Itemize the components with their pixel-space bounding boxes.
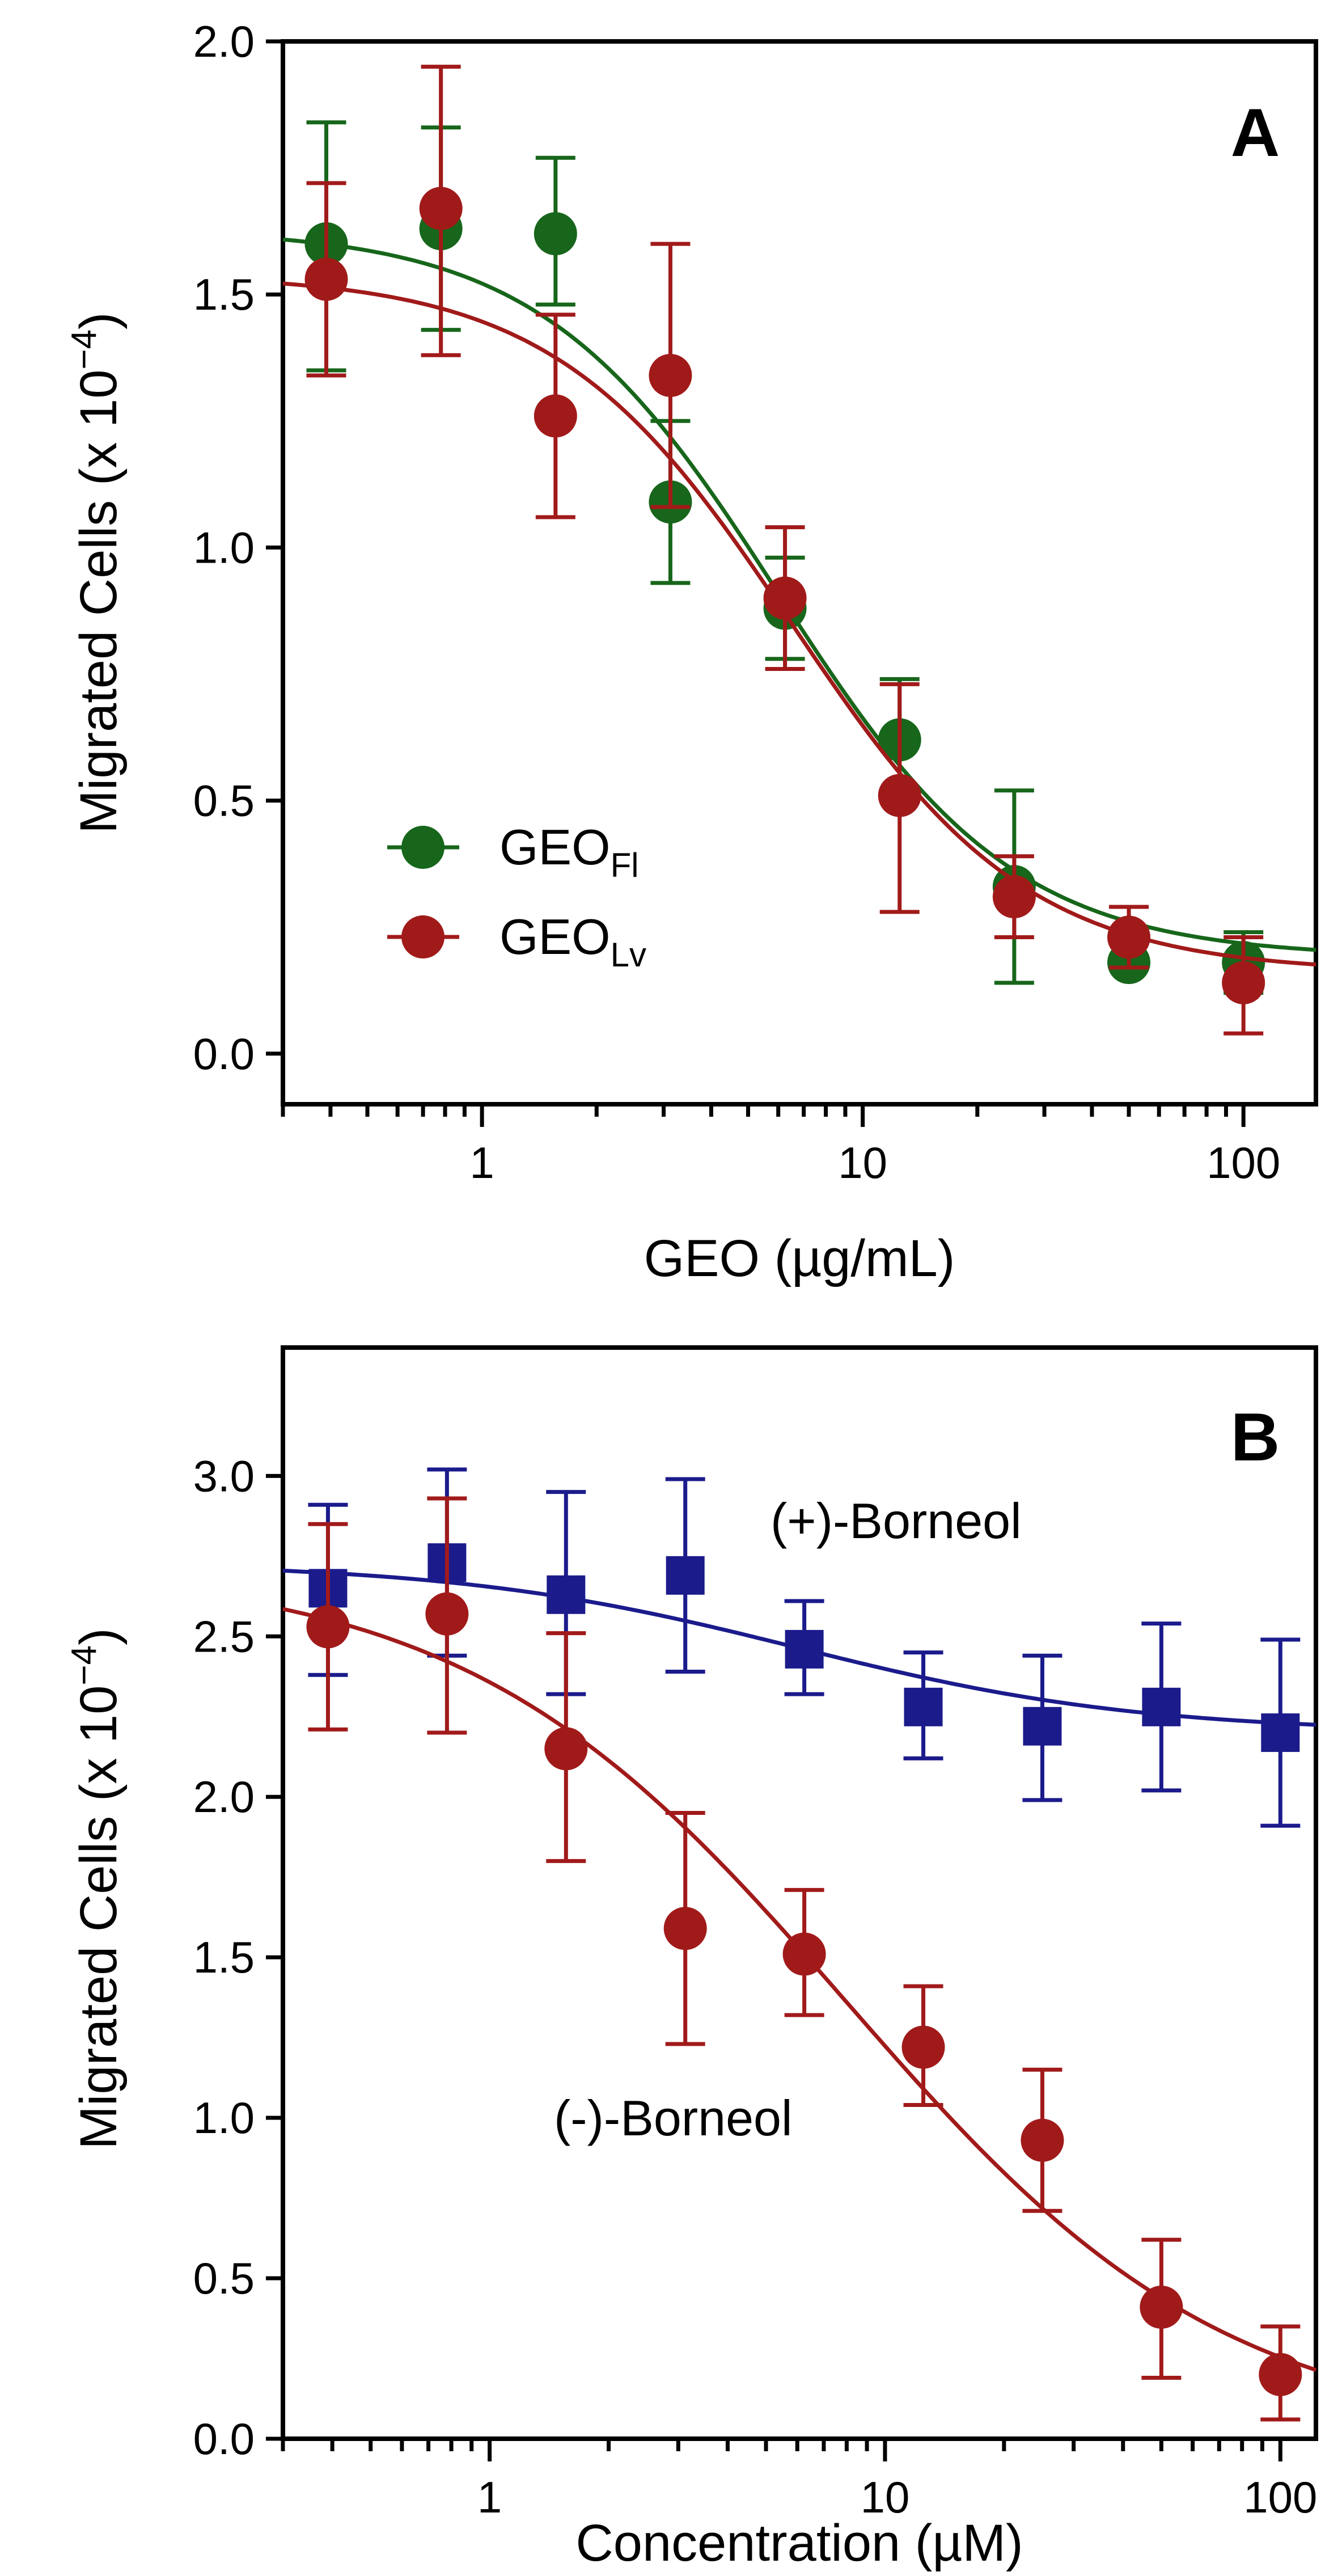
data-point <box>425 1592 469 1636</box>
series-annotation-plus-borneol: (+)-Borneol <box>771 1493 1022 1549</box>
plot-frame <box>281 1345 1318 2441</box>
x-tick-label: 10 <box>861 2472 910 2522</box>
x-tick-label: 1 <box>477 2472 502 2522</box>
data-point <box>419 187 463 230</box>
data-point <box>1140 2285 1183 2329</box>
legend-subscript: Fl <box>611 846 639 884</box>
y-tick-label: 0.0 <box>193 1029 255 1079</box>
y-axis-label-exponent: −4 <box>65 1645 104 1686</box>
x-tick-label: 100 <box>1243 2472 1317 2522</box>
data-point <box>666 1556 705 1595</box>
data-point <box>901 2025 945 2069</box>
legend-marker <box>401 915 444 958</box>
legend-name: GEO <box>499 909 611 965</box>
data-point <box>1259 2353 1302 2396</box>
y-tick-label: 1.5 <box>193 269 255 319</box>
chart-panel-a: 0.0 0.5 1.0 1.5 2.0 1 10 100 GEO (µg/mL) Migrated… <box>65 16 1318 1287</box>
data-point <box>878 774 921 817</box>
data-point <box>992 875 1036 919</box>
data-point <box>304 257 348 301</box>
data-point <box>534 394 577 438</box>
plot-frame <box>281 39 1318 1107</box>
x-tick-label: 10 <box>838 1138 887 1188</box>
data-point <box>904 1687 943 1726</box>
y-tick-label: 1.0 <box>193 2093 255 2143</box>
data-point <box>1222 961 1265 1004</box>
data-point <box>649 353 692 397</box>
legend-item: GEOLv <box>387 909 646 974</box>
legend-label: GEOLv <box>499 909 646 974</box>
data-point <box>1107 915 1151 959</box>
legend-subscript: Lv <box>611 936 646 974</box>
y-tick-label: 2.0 <box>193 16 255 66</box>
legend-marker <box>401 826 444 869</box>
x-axis-label: GEO (µg/mL) <box>644 1230 955 1287</box>
y-tick-label: 0.5 <box>193 776 255 826</box>
y-tick-label: 2.5 <box>193 1611 255 1661</box>
x-axis-label: Concentration (µM) <box>575 2514 1023 2572</box>
x-tick-label: 1 <box>469 1138 494 1188</box>
y-axis-label-end: ) <box>70 1628 128 1645</box>
y-tick-label: 0.5 <box>193 2253 255 2303</box>
panel-label: B <box>1231 1399 1280 1475</box>
data-point <box>306 1605 350 1649</box>
data-point <box>763 576 807 620</box>
y-tick-label: 1.5 <box>193 1932 255 1982</box>
legend-label: GEOFl <box>499 819 639 884</box>
y-tick-label: 0.0 <box>193 2414 255 2464</box>
data-point <box>544 1727 588 1771</box>
y-axis-label: Migrated Cells (x 10−4) <box>65 1628 128 2149</box>
series-1 <box>282 65 1316 1036</box>
series-1 <box>282 1496 1317 2422</box>
data-point <box>663 1907 707 1950</box>
y-tick-label: 3.0 <box>193 1451 255 1501</box>
y-axis-label-end: ) <box>70 312 128 330</box>
data-point <box>534 212 577 256</box>
data-point <box>782 1932 826 1976</box>
y-tick-label: 2.0 <box>193 1772 255 1822</box>
y-axis-label-exponent: −4 <box>65 330 104 370</box>
y-axis-label-main: Migrated Cells (x 10 <box>70 1686 128 2150</box>
y-axis-label-main: Migrated Cells (x 10 <box>70 370 128 834</box>
x-tick-label: 100 <box>1206 1138 1280 1188</box>
y-axis-label: Migrated Cells (x 10−4) <box>65 312 128 833</box>
y-tick-label: 1.0 <box>193 522 255 572</box>
series-annotation-minus-borneol: (-)-Borneol <box>554 2090 793 2146</box>
data-point <box>785 1629 824 1669</box>
data-point <box>1021 2118 1064 2162</box>
data-point <box>547 1575 586 1614</box>
data-point <box>1023 1707 1062 1746</box>
legend-item: GEOFl <box>387 819 639 884</box>
data-point <box>1261 1713 1300 1752</box>
data-point <box>1142 1687 1181 1726</box>
legend-name: GEO <box>499 819 611 875</box>
panel-label: A <box>1231 95 1280 171</box>
chart-panel-b: 0.0 0.5 1.0 1.5 2.0 2.5 3.0 1 10 100 Concentration… <box>65 1345 1318 2572</box>
